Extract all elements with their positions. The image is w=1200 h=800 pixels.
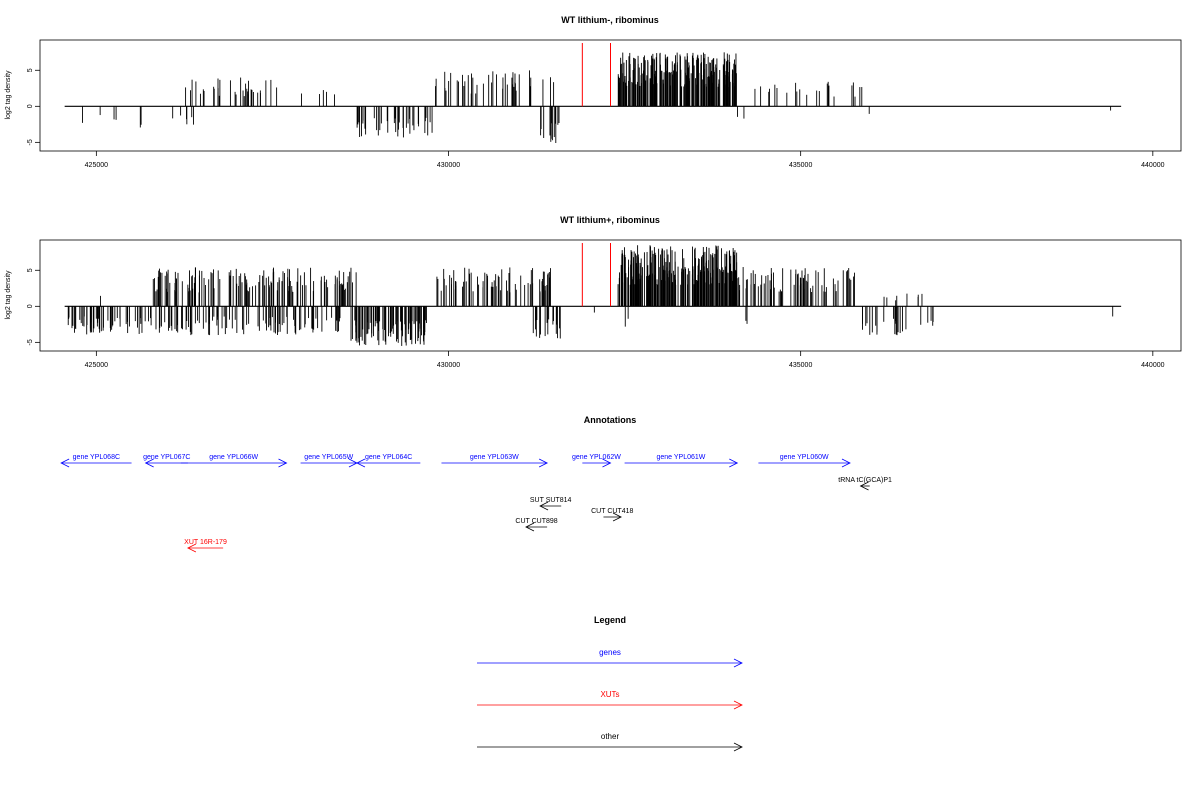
x-tick-label: 430000 xyxy=(437,162,460,169)
x-tick-label: 440000 xyxy=(1141,162,1164,169)
legend-item-xuts: XUTs xyxy=(477,690,743,710)
feature-arrowhead xyxy=(539,501,549,511)
feature-list: gene YPL068C gene YPL067C gene YPL066W gene… xyxy=(60,454,892,553)
feature-label: SUT SUT814 xyxy=(530,497,572,504)
annotations-title: Annotations xyxy=(584,415,637,425)
y-tick-label: -5 xyxy=(27,339,34,345)
feature-gene: gene YPL060W xyxy=(758,454,851,468)
feature-gene: gene YPL067C xyxy=(143,454,190,468)
feature-arrowhead xyxy=(602,458,612,468)
feature-other: CUT CUT898 xyxy=(515,518,558,532)
feature-gene: gene YPL068C xyxy=(60,454,132,468)
plot-frame xyxy=(39,39,1182,152)
marker-lines xyxy=(581,43,611,107)
x-tick-label: 435000 xyxy=(789,362,812,369)
x-tick-label: 435000 xyxy=(789,162,812,169)
feature-label: gene YPL067C xyxy=(143,454,190,461)
feature-label: gene YPL066W xyxy=(209,454,258,461)
feature-arrowhead xyxy=(60,458,70,468)
feature-arrowhead xyxy=(729,458,739,468)
x-tick-label: 440000 xyxy=(1141,362,1164,369)
feature-label: gene YPL064C xyxy=(365,454,412,461)
feature-label: gene YPL062W xyxy=(572,454,621,461)
feature-label: gene YPL065W xyxy=(304,454,353,461)
y-tick-label: 5 xyxy=(27,268,34,272)
panel-wt-lithium-plus: WT lithium+, ribominus log2 tag density … xyxy=(5,215,1182,369)
feature-arrowhead xyxy=(187,543,197,553)
y-axis-label: log2 tag density xyxy=(5,270,12,320)
y-axis-label: log2 tag density xyxy=(5,70,12,120)
feature-arrowhead xyxy=(538,458,549,468)
feature-label: gene YPL068C xyxy=(73,454,120,461)
legend-label: other xyxy=(601,732,620,741)
feature-arrowhead xyxy=(859,481,869,491)
feature-label: XUT 16R-179 xyxy=(184,539,227,546)
feature-other: SUT SUT814 xyxy=(530,497,572,511)
x-axis: 425000 430000 435000 440000 xyxy=(85,351,1165,369)
plot-frame xyxy=(39,239,1182,352)
feature-label: CUT CUT418 xyxy=(591,508,633,515)
feature-other: tRNA tC(GCA)P1 xyxy=(838,477,892,491)
legend-item-other: other xyxy=(477,732,743,752)
feature-label: gene YPL061W xyxy=(656,454,705,461)
feature-arrowhead xyxy=(356,458,366,468)
feature-xut: XUT 16R-179 xyxy=(184,539,227,553)
x-axis: 425000 430000 435000 440000 xyxy=(85,151,1165,169)
feature-label: tRNA tC(GCA)P1 xyxy=(838,477,892,484)
y-tick-label: 0 xyxy=(27,104,34,108)
feature-gene: gene YPL066W xyxy=(180,454,288,468)
panel-title: WT lithium+, ribominus xyxy=(560,215,660,225)
panel-title: WT lithium-, ribominus xyxy=(561,15,659,25)
annotations-track: Annotations gene YPL068C gene YPL067C gene… xyxy=(60,415,892,553)
y-axis: -5 0 5 xyxy=(27,68,40,145)
legend-label: XUTs xyxy=(600,690,619,699)
feature-gene: gene YPL062W xyxy=(572,454,621,468)
feature-gene: gene YPL061W xyxy=(624,454,739,468)
feature-arrowhead xyxy=(278,458,288,468)
y-tick-label: 0 xyxy=(27,304,34,308)
feature-arrowhead xyxy=(841,458,851,468)
legend-arrowhead xyxy=(733,700,743,710)
feature-arrowhead xyxy=(612,512,622,522)
y-tick-label: -5 xyxy=(27,139,34,145)
density-bars xyxy=(64,245,1122,346)
legend-arrowhead xyxy=(733,658,743,668)
feature-arrowhead xyxy=(144,458,154,468)
feature-label: gene YPL063W xyxy=(470,454,519,461)
y-tick-label: 5 xyxy=(27,68,34,72)
panel-wt-lithium-minus: WT lithium-, ribominus log2 tag density … xyxy=(5,15,1182,169)
feature-arrowhead xyxy=(525,522,535,532)
marker-lines xyxy=(581,243,611,307)
feature-gene: gene YPL064C xyxy=(356,454,421,468)
feature-gene: gene YPL063W xyxy=(441,454,549,468)
x-tick-label: 425000 xyxy=(85,162,108,169)
x-tick-label: 430000 xyxy=(437,362,460,369)
density-bars xyxy=(64,52,1122,143)
legend-arrowhead xyxy=(733,742,743,752)
y-axis: -5 0 5 xyxy=(27,268,40,345)
legend-item-genes: genes xyxy=(477,648,743,668)
feature-gene: gene YPL065W xyxy=(300,454,358,468)
x-tick-label: 425000 xyxy=(85,362,108,369)
feature-label: CUT CUT898 xyxy=(515,518,557,525)
legend-label: genes xyxy=(599,648,621,657)
legend: Legend genes XUTs other xyxy=(477,615,743,752)
feature-other: CUT CUT418 xyxy=(591,508,633,522)
legend-title: Legend xyxy=(594,615,626,625)
feature-label: gene YPL060W xyxy=(780,454,829,461)
